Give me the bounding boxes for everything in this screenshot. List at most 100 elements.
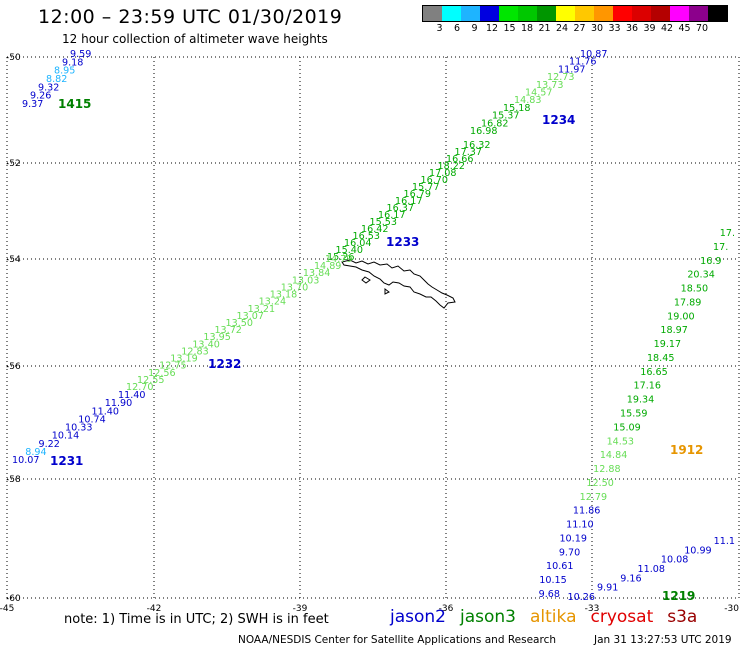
credits-line: NOAA/NESDIS Center for Satellite Applica… — [238, 634, 732, 646]
swh-value: 10.08 — [661, 555, 688, 566]
swh-value: 11.08 — [638, 564, 665, 575]
colorbar-label: 27 — [573, 23, 586, 34]
swh-value: 11.1 — [714, 536, 735, 547]
colorbar-swatches — [422, 5, 728, 22]
lon-tick-label: -33 — [585, 604, 600, 614]
swh-value: 9.91 — [597, 583, 618, 594]
colorbar-swatch — [575, 6, 594, 21]
pass-number: 1415 — [58, 97, 91, 111]
swh-value: 16.17 — [395, 196, 422, 207]
lon-tick-label: -45 — [0, 604, 14, 614]
track-1231: 11.4011.9011.4010.7410.3310.149.228.9410… — [12, 390, 145, 468]
colorbar-swatch — [480, 6, 499, 21]
map-title: 12:00 – 23:59 UTC 01/30/2019 — [38, 6, 343, 28]
lon-tick-label: -36 — [439, 604, 454, 614]
swh-value: 10.61 — [546, 561, 573, 572]
satellite-jason2: jason2 — [390, 607, 446, 627]
swh-value: 16.65 — [640, 367, 667, 378]
credits-text: NOAA/NESDIS Center for Satellite Applica… — [238, 634, 556, 646]
swh-value: 9.59 — [70, 49, 91, 60]
swh-value: 16.04 — [344, 238, 371, 249]
swh-value: 11.40 — [118, 390, 145, 401]
lat-lon-grid — [6, 56, 740, 599]
swh-value: 11.97 — [558, 64, 585, 75]
colorbar-label: 36 — [625, 23, 639, 34]
colorbar-labels: 3 6 9 12 15 18 21 24 27 30 33 36 39 42 45 70 — [422, 22, 728, 36]
swh-value: 14.89 — [314, 261, 341, 272]
swh-value: 13.24 — [259, 297, 286, 308]
swh-value: 13.72 — [214, 325, 241, 336]
swh-value: 8.95 — [54, 66, 75, 77]
swh-value: 16.37 — [387, 203, 414, 214]
swh-value: 12.83 — [181, 346, 208, 357]
altimeter-tracks: 9.599.188.958.829.329.269.37 141510.8711.… — [12, 49, 735, 603]
colorbar-label: 45 — [678, 23, 691, 34]
swh-value: 10.15 — [539, 575, 566, 586]
swh-value: 17. — [720, 228, 735, 239]
swh-value: 15.26 — [327, 252, 354, 263]
swh-value: 17. — [713, 242, 728, 253]
lon-tick-label: -30 — [724, 604, 739, 614]
swh-value: 10.07 — [12, 455, 39, 466]
swh-value: 16.66 — [446, 154, 473, 165]
colorbar-label: 70 — [695, 23, 709, 34]
satellite-legend: jason2 jason3 altika cryosat s3a — [390, 607, 711, 627]
swh-value: 9.37 — [22, 99, 43, 110]
swh-value: 13.70 — [281, 282, 308, 293]
colorbar-swatch — [499, 6, 518, 21]
south-georgia-island — [341, 259, 456, 309]
swh-value: 14.53 — [607, 436, 634, 447]
lon-tick-label: -42 — [147, 604, 162, 614]
colorbar-label: 9 — [471, 23, 478, 34]
colorbar-label: 15 — [503, 23, 516, 34]
swh-value: 18.45 — [647, 353, 674, 364]
swh-value: 9.22 — [39, 439, 60, 450]
colorbar-swatch — [461, 6, 480, 21]
swh-value: 12.50 — [586, 478, 613, 489]
footer-note: note: 1) Time is in UTC; 2) SWH is in fe… — [64, 612, 329, 627]
swh-value: 13.07 — [237, 311, 264, 322]
satellite-jason3: jason3 — [460, 607, 516, 627]
swh-value: 18.50 — [681, 284, 708, 295]
swh-value: 18.97 — [660, 325, 687, 336]
swh-value: 14.84 — [600, 450, 627, 461]
swh-value: 13.19 — [170, 354, 197, 365]
colorbar-swatch — [689, 6, 708, 21]
colorbar-swatch — [613, 6, 632, 21]
satellite-altika: altika — [530, 607, 577, 627]
colorbar-label: 21 — [538, 23, 551, 34]
swh-value: 8.82 — [46, 74, 67, 85]
colorbar-swatch — [651, 6, 670, 21]
swh-value: 19.17 — [654, 339, 681, 350]
swh-value: 16.53 — [353, 231, 380, 242]
swh-value: 14.57 — [525, 88, 552, 99]
swh-value: 15.53 — [370, 217, 397, 228]
pass-number: 1234 — [542, 113, 575, 127]
wave-height-colorbar: 3 6 9 12 15 18 21 24 27 30 33 36 39 42 45 70 (ft) — [422, 5, 728, 35]
pass-number: 1233 — [386, 235, 419, 249]
swh-value: 16.82 — [481, 118, 508, 129]
swh-value: 17.08 — [429, 168, 456, 179]
colorbar-swatch — [708, 6, 727, 21]
swh-value: 16.79 — [404, 189, 431, 200]
satellite-cryosat: cryosat — [590, 607, 654, 627]
lat-tick-label: -54 — [6, 255, 21, 265]
swh-value: 14.79 — [325, 254, 352, 265]
swh-value: 15.59 — [620, 409, 647, 420]
colorbar-label: 3 — [436, 23, 443, 34]
swh-value: 12.70 — [126, 382, 153, 393]
pass-number: 1219 — [662, 589, 695, 603]
colorbar-swatch — [442, 6, 461, 21]
track-1234: 10.8711.7611.9712.7313.7314.5714.8315.18… — [470, 49, 607, 137]
colorbar-label: 30 — [590, 23, 604, 34]
lat-tick-label: -58 — [6, 475, 21, 485]
swh-value: 12.88 — [593, 464, 620, 475]
track-1232: 14.7914.8913.8413.0313.7013.1813.2413.21… — [126, 254, 352, 393]
colorbar-label: 6 — [453, 23, 461, 34]
colorbar-label: 24 — [555, 23, 569, 34]
swh-value: 16.70 — [421, 175, 448, 186]
swh-value: 20.34 — [687, 270, 714, 281]
map-subtitle: 12 hour collection of altimeter wave hei… — [62, 32, 328, 46]
